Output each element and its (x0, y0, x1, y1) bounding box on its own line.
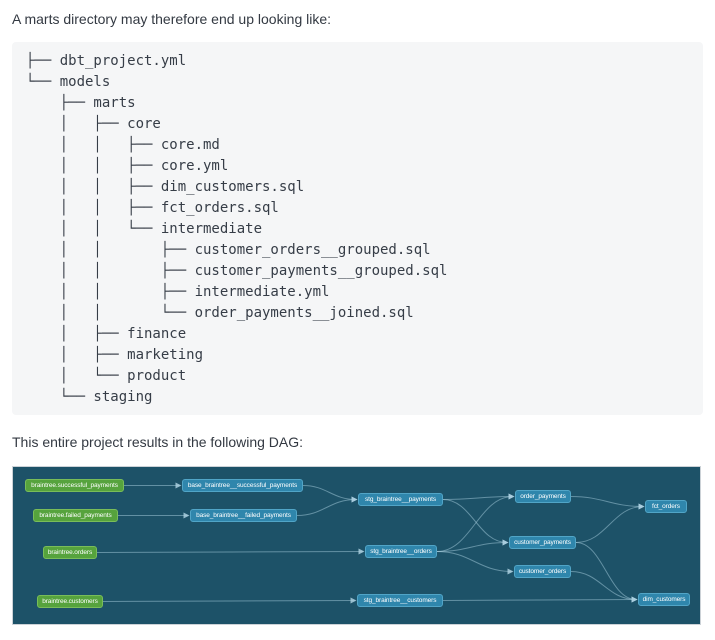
dag-edges (96, 482, 645, 604)
dag-node-stg_braintree__orders[interactable]: stg_braintree__orders (365, 545, 437, 558)
dag-node-order_payments[interactable]: order_payments (515, 490, 571, 503)
dag-node-fct_orders[interactable]: fct_orders (645, 500, 687, 513)
dag-node-stg_braintree__customers[interactable]: stg_braintree__customers (357, 594, 443, 607)
dag-image: braintree.successful_payments braintree.f… (12, 466, 701, 625)
dag-node-stg_braintree__payments[interactable]: stg_braintree__payments (358, 493, 443, 506)
dag-node-braintree_successful_payments[interactable]: braintree.successful_payments (25, 479, 124, 492)
dag-caption-paragraph: This entire project results in the follo… (12, 434, 304, 450)
dag-node-braintree_customers[interactable]: braintree.customers (37, 595, 103, 608)
dag-node-base_braintree__failed_payments[interactable]: base_braintree__failed_payments (190, 509, 297, 522)
dag-node-base_braintree__successful_payments[interactable]: base_braintree__successful_payments (182, 479, 303, 492)
dag-node-braintree_failed_payments[interactable]: braintree.failed_payments (33, 509, 118, 522)
dag-node-customer_payments[interactable]: customer_payments (509, 536, 576, 549)
dag-node-customer_orders[interactable]: customer_orders (514, 565, 571, 578)
intro-paragraph: A marts directory may therefore end up l… (12, 11, 332, 27)
directory-tree-code-block: ├── dbt_project.yml └── models ├── marts… (12, 42, 703, 415)
dag-node-dim_customers[interactable]: dim_customers (638, 593, 690, 606)
directory-tree: ├── dbt_project.yml └── models ├── marts… (26, 53, 448, 405)
docs-page: A marts directory may therefore end up l… (12, 11, 703, 625)
dag-node-braintree_orders[interactable]: braintree.orders (43, 546, 97, 559)
